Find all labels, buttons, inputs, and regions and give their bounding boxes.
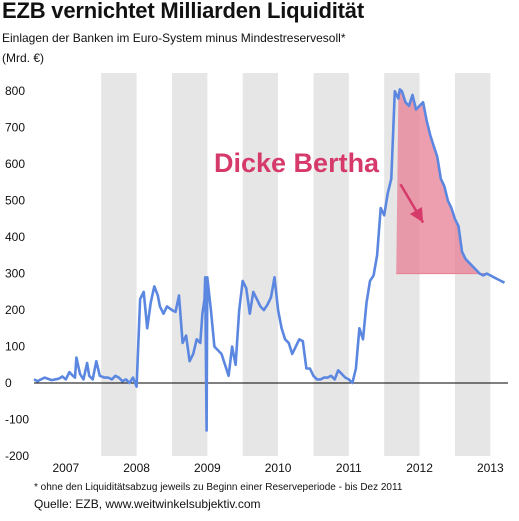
y-tick-label: 0	[5, 376, 12, 390]
x-tick-label: 2007	[52, 461, 79, 475]
x-tick-label: 2009	[194, 461, 221, 475]
chart-source: Quelle: EZB, www.weitwinkelsubjektiv.com	[34, 497, 261, 511]
y-tick-label: 600	[5, 157, 25, 171]
y-tick-label: 100	[5, 340, 25, 354]
series-line	[33, 88, 506, 432]
y-tick-label: 200	[5, 303, 25, 317]
x-tick-label: 2008	[123, 461, 150, 475]
chart-subtitle: Einlagen der Banken im Euro-System minus…	[2, 31, 346, 45]
y-tick-label: -200	[5, 449, 29, 463]
y-unit-label: (Mrd. €)	[2, 51, 44, 65]
y-tick-label: 300	[5, 267, 25, 281]
chart-title: EZB vernichtet Milliarden Liquidität	[2, 0, 364, 23]
x-tick-label: 2012	[406, 461, 433, 475]
x-tick-label: 2011	[336, 461, 362, 475]
year-band-2	[242, 73, 279, 456]
year-band-1	[171, 73, 208, 456]
annotation-arrow-head	[409, 206, 424, 223]
year-band-0	[101, 73, 137, 456]
x-tick-label: 2013	[477, 461, 504, 475]
y-tick-label: -100	[5, 413, 29, 427]
y-tick-label: 400	[5, 230, 25, 244]
x-tick-label: 2010	[265, 461, 292, 475]
chart-footnote: * ohne den Liquiditätsabzug jeweils zu B…	[34, 482, 403, 493]
dicke-bertha-area	[396, 89, 485, 274]
y-tick-label: 700	[5, 121, 25, 135]
y-tick-label: 500	[5, 194, 25, 208]
year-band-3	[313, 73, 349, 456]
y-tick-label: 800	[5, 84, 25, 98]
annotation-label: Dicke Bertha	[214, 148, 380, 178]
